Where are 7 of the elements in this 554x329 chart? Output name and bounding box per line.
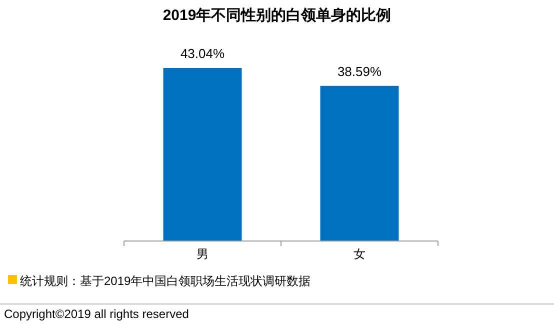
- data-label: 43.04%: [180, 46, 225, 61]
- chart-title: 2019年不同性别的白领单身的比例: [162, 7, 392, 24]
- text: 统计规则：基于2019年中国白领职场生活现状调研数据: [20, 274, 311, 288]
- data-label: 38.59%: [337, 64, 382, 79]
- x-tick-label: 男: [196, 247, 208, 261]
- x-tick-label: 女: [354, 247, 366, 261]
- text: Copyright©2019 all rights reserved: [4, 307, 189, 321]
